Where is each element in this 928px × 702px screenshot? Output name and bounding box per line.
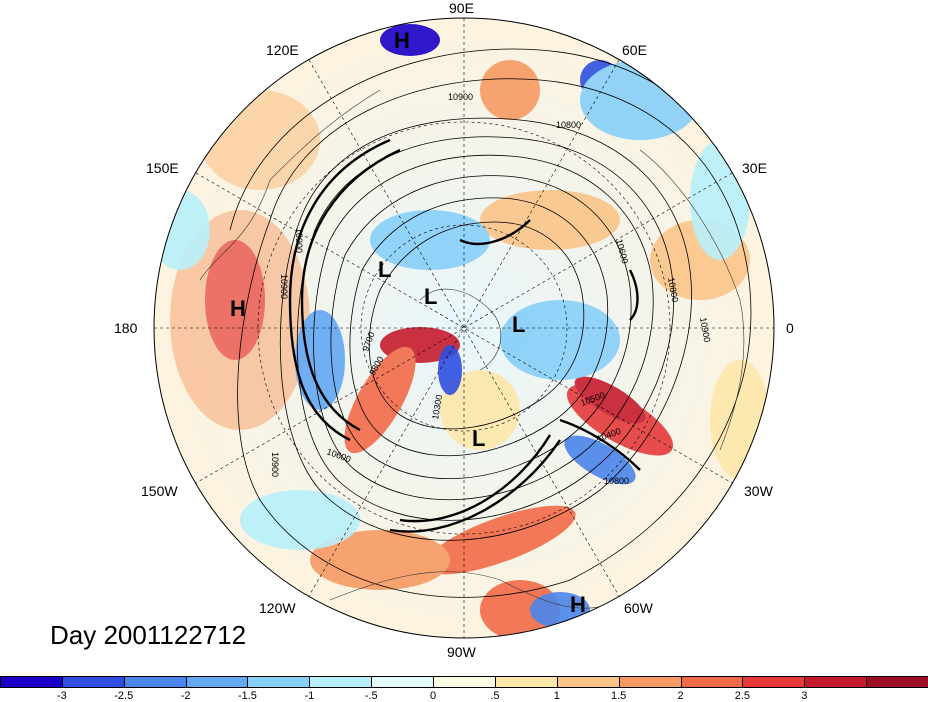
- colorbar-swatch: [804, 676, 868, 688]
- pressure-centers: H H H L L L L: [230, 28, 586, 617]
- high-center: H: [570, 592, 586, 617]
- contour-label: 10900: [270, 452, 280, 477]
- lon-label-90e: 90E: [449, 0, 474, 16]
- high-center: H: [230, 296, 246, 321]
- colorbar-tick-label: 1: [553, 690, 560, 702]
- colorbar-tick-label: .5: [490, 690, 500, 702]
- lon-label-0: 0: [786, 320, 794, 336]
- lon-label-150e: 150E: [146, 160, 179, 176]
- colorbar-swatch: [61, 676, 125, 688]
- lon-label-90w: 90W: [447, 644, 476, 660]
- contour-label: 10800: [556, 120, 581, 130]
- jet-contours: [288, 138, 641, 533]
- graticule: [154, 18, 774, 638]
- colorbar-tick-label: -1: [304, 690, 315, 702]
- low-center: L: [378, 257, 391, 282]
- low-center: L: [424, 284, 437, 309]
- colorbar-tick-label: 0: [430, 690, 437, 702]
- contour-label: 10900: [279, 274, 289, 299]
- colorbar-swatch: [309, 676, 373, 688]
- colorbar-swatch: [556, 676, 620, 688]
- contour-label: 10900: [294, 228, 304, 253]
- height-contours: [229, 48, 774, 598]
- colorbar-tick-label: -1.5: [237, 690, 257, 702]
- colorbar-swatch: [618, 676, 682, 688]
- lon-label-60w: 60W: [624, 600, 653, 616]
- lon-label-150w: 150W: [141, 483, 178, 499]
- colorbar-tick-label: -2: [180, 690, 191, 702]
- positive-anomalies: [170, 60, 770, 638]
- map-boundary: [153, 17, 775, 639]
- contour-label: 10800: [666, 277, 680, 303]
- colorbar-swatch: [123, 676, 187, 688]
- lon-label-30e: 30E: [742, 160, 767, 176]
- lon-label-180: 180: [114, 320, 138, 336]
- colorbar-swatch: [742, 676, 806, 688]
- colorbar-swatch: [185, 676, 249, 688]
- lon-label-120e: 120E: [266, 42, 299, 58]
- high-center: H: [394, 28, 410, 53]
- contour-label: 10800: [604, 476, 629, 486]
- contour-label: 10900: [698, 317, 712, 343]
- colorbar-tick-label: 2: [677, 690, 684, 702]
- lon-label-30w: 30W: [744, 483, 773, 499]
- colorbar-tick-label: 2.5: [734, 690, 751, 702]
- colorbar-swatch: [0, 676, 63, 688]
- contour-label: 10300: [430, 394, 444, 420]
- colorbar-tick-label: -.5: [364, 690, 378, 702]
- coastlines: [199, 89, 745, 609]
- low-center: L: [472, 426, 485, 451]
- colorbar-tick-label: -3: [56, 690, 67, 702]
- low-center: L: [512, 312, 525, 337]
- colorbar-tick-label: 1.5: [611, 690, 627, 702]
- colorbar-swatch: [494, 676, 558, 688]
- colorbar-swatch: [371, 676, 435, 688]
- colorbar-swatch: [433, 676, 496, 688]
- negative-anomalies: [154, 24, 750, 628]
- colorbar-swatch: [680, 676, 744, 688]
- polar-map: H H H L L L L 10900 10800 10600 10800 10…: [153, 17, 775, 639]
- colorbar-swatch: [866, 676, 928, 688]
- contour-label: 10900: [448, 92, 473, 102]
- colorbar-tick-label: -2.5: [114, 690, 134, 702]
- colorbar-tick-label: 3: [801, 690, 808, 702]
- lon-label-60e: 60E: [622, 42, 647, 58]
- lon-label-120w: 120W: [259, 600, 296, 616]
- colorbar: -3 -2.5 -2 -1.5 -1 -.5 0 .5 1 1.5 2 2.5 3: [0, 676, 928, 702]
- date-title: Day 2001122712: [50, 620, 247, 650]
- colorbar-swatch: [247, 676, 311, 688]
